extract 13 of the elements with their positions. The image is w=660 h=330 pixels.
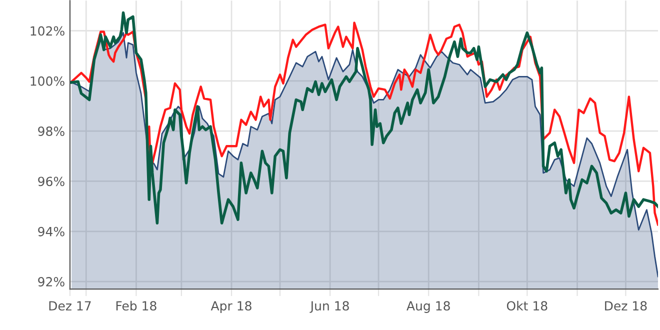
y-tick-label: 100% [30, 76, 64, 86]
y-tick-label: 94% [38, 226, 64, 236]
y-tick-label: 96% [38, 176, 64, 186]
x-tick-label: Apr 18 [210, 301, 252, 313]
y-tick-label: 92% [38, 277, 64, 286]
x-tick-label: Jun 18 [310, 301, 349, 313]
x-tick-label: Feb 18 [116, 300, 156, 311]
x-tick-label: Dez 18 [605, 301, 647, 311]
x-tick-label: Okt 18 [506, 300, 548, 311]
y-tick-label: 98% [38, 126, 64, 136]
x-tick-label: Dez 17 [49, 301, 91, 311]
x-tick-label: Aug 18 [406, 301, 450, 313]
y-tick-label: 102% [30, 26, 64, 36]
